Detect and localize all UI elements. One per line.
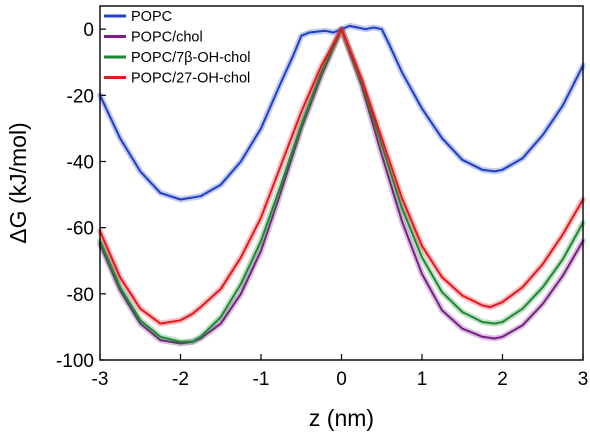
- x-tick-label: -3: [92, 369, 109, 390]
- legend-label-0: POPC: [131, 9, 172, 25]
- legend-label-2: POPC/7β-OH-chol: [131, 50, 251, 66]
- y-tick-label: 0: [83, 20, 94, 41]
- x-tick-label: 1: [417, 369, 428, 390]
- y-tick-label: -40: [67, 152, 94, 173]
- x-tick-label: -1: [253, 369, 270, 390]
- legend-label-1: POPC/chol: [131, 30, 203, 46]
- x-axis-title: z (nm): [309, 405, 374, 431]
- y-tick-label: -20: [67, 86, 94, 107]
- series-layer: [97, 22, 586, 347]
- ticks-layer: -3 -2 -1 0 1 2 3 0 -20 -40 -60 -80 -100: [56, 20, 588, 390]
- x-tick-label: -2: [172, 369, 189, 390]
- x-tick-label: 3: [578, 369, 589, 390]
- y-tick-label: -60: [67, 219, 94, 240]
- x-tick-label: 0: [336, 369, 347, 390]
- y-axis-title: ΔG (kJ/mol): [5, 122, 31, 243]
- y-tick-label: -80: [67, 285, 94, 306]
- y-tick-label: -100: [56, 351, 94, 372]
- legend-label-3: POPC/27-OH-chol: [131, 71, 250, 87]
- series-line-3: [99, 28, 584, 325]
- x-tick-label: 2: [497, 369, 508, 390]
- legend: POPC POPC/chol POPC/7β-OH-chol POPC/27-OH-c…: [104, 9, 251, 87]
- series-line-0: [99, 24, 584, 201]
